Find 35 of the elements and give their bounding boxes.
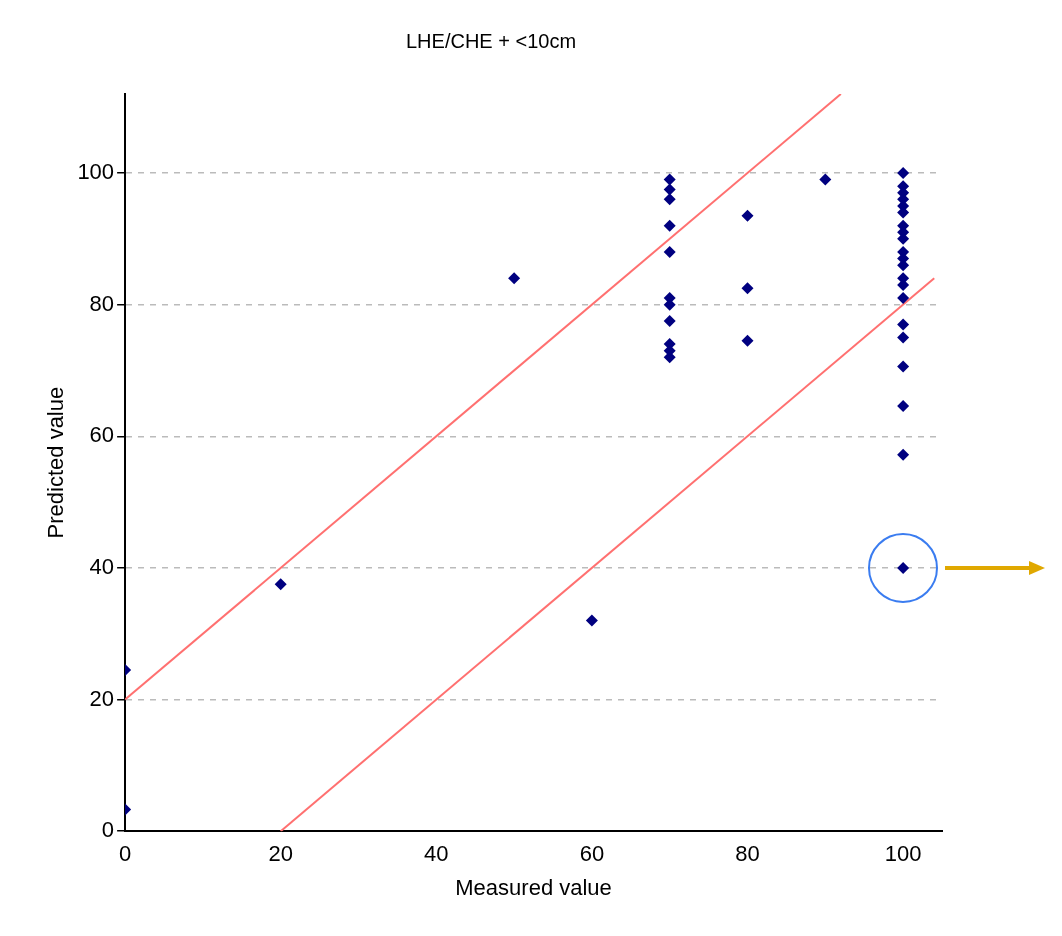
point [663,173,676,186]
x-tick-label: 60 [579,841,605,867]
point [663,183,676,196]
point [897,318,910,331]
x-tick-label: 80 [735,841,760,867]
point [274,578,287,591]
point [897,360,910,373]
y-tick-label: 60 [89,422,115,448]
point [741,334,754,347]
y-tick-label: 40 [89,553,115,579]
y-tick-label: 100 [77,159,115,185]
y-tick-label: 80 [89,290,115,316]
point [897,448,910,461]
y-tick-label: 20 [89,685,115,711]
point [741,209,754,222]
point [585,614,598,627]
point [897,166,910,179]
point [897,399,910,412]
point [897,331,910,344]
point [819,173,832,186]
point [741,282,754,295]
point [663,315,676,328]
y-tick-label: 0 [101,817,115,843]
y-axis-title: Predicted value [43,386,69,539]
x-tick-label: 40 [424,841,449,867]
point [663,193,676,206]
x-axis-title: Measured value [455,874,612,900]
point [663,219,676,232]
x-tick-label: 0 [118,841,132,867]
point [508,272,521,285]
chart-title: LHE/CHE + <10cm [405,29,577,52]
x-tick-label: 100 [884,841,922,867]
point [663,245,676,258]
point [897,292,910,305]
x-tick-label: 20 [268,841,293,867]
